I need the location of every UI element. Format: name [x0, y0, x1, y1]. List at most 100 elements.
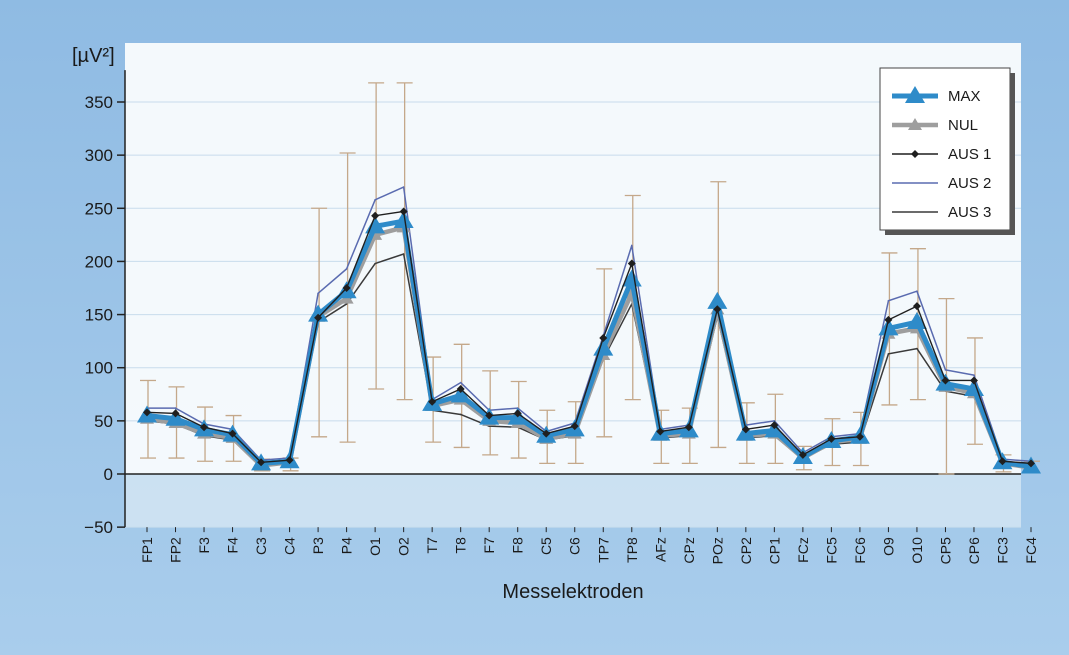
x-tick-label: O1 — [367, 537, 383, 556]
data-point-aus-1 — [257, 458, 266, 467]
x-tick-label: FP1 — [139, 537, 155, 563]
x-tick-label: FC4 — [1023, 537, 1039, 564]
data-point-aus-1 — [827, 434, 836, 443]
y-tick-label: 200 — [85, 252, 113, 271]
data-point-aus-1 — [969, 376, 978, 385]
x-tick-label: FCz — [795, 537, 811, 563]
legend: MAX NUL AUS 1 AUS 2 AUS 3 — [879, 67, 1015, 235]
x-tick-label: O9 — [880, 537, 896, 556]
data-point-aus-1 — [513, 409, 522, 418]
x-tick-label: CP1 — [766, 537, 782, 564]
legend-label-max: MAX — [948, 88, 981, 105]
x-tick-label: F3 — [196, 537, 212, 554]
x-tick-label: F8 — [510, 537, 526, 554]
plot-area — [125, 43, 1021, 527]
y-tick-label: 250 — [85, 199, 113, 218]
x-tick-label: P4 — [339, 537, 355, 554]
legend-marker-aus-1 — [911, 150, 919, 158]
data-point-aus-2 — [402, 186, 405, 188]
legend-shadow — [1010, 73, 1015, 235]
data-point-aus-1 — [627, 259, 636, 268]
data-point-aus-2 — [944, 369, 947, 371]
data-point-max — [878, 318, 899, 336]
data-point-max — [393, 211, 414, 229]
data-point-max — [308, 304, 329, 322]
data-point-aus-1 — [143, 408, 151, 417]
x-tick-label: P3 — [310, 537, 326, 554]
data-point-aus-1 — [941, 376, 950, 385]
legend-label-aus-1: AUS 1 — [948, 146, 991, 163]
x-axis-title: Messelektroden — [502, 581, 643, 603]
x-tick-label: C6 — [567, 537, 583, 555]
data-point-aus-1 — [741, 425, 750, 434]
y-tick-label: −50 — [84, 518, 113, 537]
data-point-max — [450, 385, 471, 403]
data-point-aus-1 — [285, 456, 294, 465]
data-point-aus-1 — [314, 313, 323, 322]
data-point-aus-1 — [342, 284, 351, 292]
y-tick-label: 0 — [104, 465, 113, 484]
x-tick-label: CPz — [681, 537, 697, 563]
data-point-aus-2 — [973, 374, 975, 376]
data-point-aus-2 — [345, 268, 348, 270]
data-point-aus-1 — [713, 305, 722, 314]
data-point-aus-2 — [630, 244, 633, 247]
x-tick-label: FP2 — [168, 537, 184, 563]
legend-label-nul: NUL — [948, 117, 978, 134]
x-tick-label: AFz — [652, 537, 668, 562]
x-tick-label: FC3 — [994, 537, 1010, 564]
data-point-aus-1 — [684, 423, 693, 432]
x-tick-label: C5 — [538, 537, 554, 555]
x-tick-label: T8 — [453, 537, 469, 554]
x-tick-label: F4 — [225, 537, 241, 554]
y-unit-label: [µV²] — [72, 45, 115, 67]
data-point-aus-1 — [200, 423, 209, 432]
x-tick-label: C4 — [282, 537, 298, 555]
data-point-aus-3 — [459, 413, 462, 416]
data-point-max — [906, 312, 927, 330]
x-tick-label: CP5 — [937, 537, 953, 564]
y-tick-label: 150 — [85, 306, 113, 325]
y-tick-label: 350 — [85, 93, 113, 112]
data-point-aus-2 — [317, 292, 319, 295]
data-point-aus-1 — [599, 333, 608, 342]
data-point-max — [963, 378, 984, 396]
data-point-aus-1 — [770, 421, 779, 430]
data-point-aus-1 — [399, 207, 408, 216]
data-point-aus-1 — [228, 429, 237, 438]
data-point-aus-1 — [542, 429, 551, 438]
x-tick-label: FC6 — [852, 537, 868, 564]
data-point-aus-3 — [916, 347, 918, 350]
data-point-aus-1 — [171, 409, 180, 418]
data-point-aus-2 — [916, 290, 918, 292]
x-tick-label: C3 — [253, 537, 269, 555]
x-tick-label: TP8 — [624, 537, 640, 563]
legend-marker-max — [905, 86, 925, 103]
x-tick-label: O10 — [909, 537, 925, 564]
data-point-aus-2 — [174, 407, 177, 409]
x-tick-label: TP7 — [595, 537, 611, 563]
data-point-aus-3 — [374, 262, 376, 265]
y-tick-label: 100 — [85, 359, 113, 378]
legend-label-aus-3: AUS 3 — [948, 204, 991, 221]
x-tick-label: O2 — [396, 537, 412, 556]
data-point-aus-1 — [428, 397, 437, 406]
data-point-aus-3 — [402, 253, 405, 255]
data-point-max — [707, 291, 728, 309]
x-tick-label: F7 — [481, 537, 497, 554]
x-tick-label: T7 — [424, 537, 440, 554]
data-point-aus-1 — [456, 384, 465, 393]
data-point-aus-1 — [798, 450, 807, 459]
data-point-aus-1 — [570, 422, 579, 431]
negative-band — [125, 474, 1021, 527]
data-point-aus-2 — [887, 299, 890, 302]
data-point-aus-3 — [887, 353, 890, 355]
data-point-aus-2 — [459, 381, 462, 384]
legend-shadow-bottom — [885, 230, 1015, 235]
series-line-aus-1 — [146, 210, 1032, 465]
x-tick-label: CP6 — [966, 537, 982, 564]
legend-label-aus-2: AUS 2 — [948, 175, 991, 192]
y-tick-label: 300 — [85, 146, 113, 165]
